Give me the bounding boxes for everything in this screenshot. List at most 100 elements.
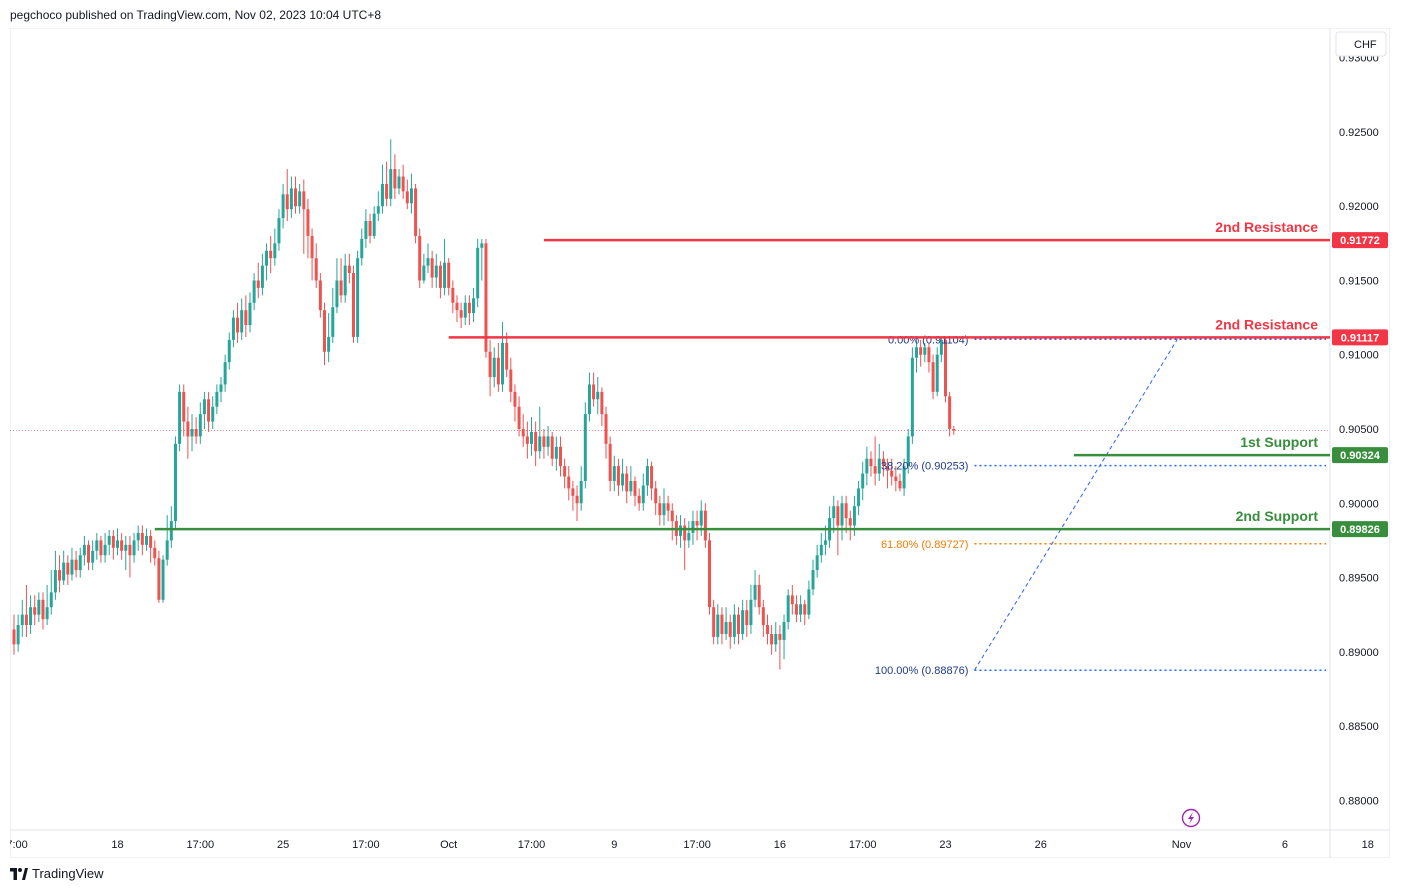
level-price-label: 0.91117 — [1341, 332, 1380, 344]
candle-body — [393, 169, 397, 189]
candle-body — [915, 347, 919, 358]
fib-level-label: 61.80% (0.89727) — [881, 539, 968, 551]
currency-badge[interactable]: CHF — [1335, 31, 1387, 57]
time-tick-label: 18 — [111, 839, 123, 851]
price-tick-label: 0.88000 — [1339, 795, 1379, 807]
candle-body — [873, 466, 877, 474]
candle-body — [256, 280, 260, 288]
candle-body — [451, 287, 455, 303]
price-tick-label: 0.89500 — [1339, 573, 1379, 585]
candle-body — [770, 633, 774, 645]
candle-body — [472, 298, 476, 314]
candle-body — [306, 209, 310, 236]
candle-body — [765, 625, 769, 634]
candle-body — [952, 429, 956, 431]
candle-body — [78, 555, 82, 571]
candle-body — [128, 544, 132, 556]
candle-body — [948, 396, 952, 429]
candle-body — [612, 466, 616, 481]
candle-body — [244, 310, 248, 326]
price-chart[interactable]: 0.00% (0.91104) 38.20% (0.90253) 61.80% (0… — [0, 27, 1391, 859]
candle-body — [12, 629, 16, 645]
candle-body — [372, 213, 376, 236]
candle-body — [103, 544, 107, 556]
lightning-icon[interactable] — [1181, 808, 1201, 828]
footer-brand: TradingView — [10, 866, 104, 881]
candle-body — [277, 218, 281, 244]
fib-trend-line — [974, 339, 1178, 671]
candle-body — [74, 559, 78, 571]
candle-body — [182, 391, 186, 422]
level-name: 2nd Support — [1236, 508, 1319, 524]
candle-body — [248, 302, 252, 326]
time-tick-label: 9 — [611, 839, 617, 851]
chart-svg[interactable]: 0.00% (0.91104) 38.20% (0.90253) 61.80% (0… — [0, 27, 1391, 859]
candle-body — [194, 429, 198, 437]
candle-body — [894, 476, 898, 481]
candle-body — [418, 235, 422, 281]
candle-body — [753, 584, 757, 600]
candle-body — [165, 540, 169, 560]
candle-body — [265, 250, 269, 266]
candle-body — [658, 503, 662, 516]
candle-body — [426, 258, 430, 266]
candle-body — [91, 550, 95, 563]
candle-body — [679, 525, 683, 536]
candle-body — [542, 436, 546, 447]
candle-body — [219, 384, 223, 392]
price-tick-label: 0.90500 — [1339, 424, 1379, 436]
candle-body — [409, 188, 413, 204]
candle-body — [95, 540, 99, 551]
candle-body — [724, 622, 728, 634]
candle-body — [87, 544, 91, 563]
candle-body — [720, 614, 724, 634]
candle-body — [645, 466, 649, 486]
price-axis[interactable]: 0.930000.925000.920000.915000.910000.905… — [1339, 53, 1379, 808]
candle-body — [414, 188, 418, 236]
candle-body — [443, 262, 447, 288]
candle-body — [447, 262, 451, 288]
candle-body — [323, 310, 326, 352]
candle-body — [695, 521, 699, 526]
candle-body — [691, 521, 695, 533]
candle-body — [169, 521, 173, 541]
candle-body — [99, 540, 103, 556]
candle-body — [20, 614, 24, 626]
candle-body — [364, 221, 368, 239]
candle-body — [310, 235, 314, 259]
time-tick-label: 18 — [1362, 839, 1374, 851]
candle-body — [37, 599, 41, 615]
candle-body — [774, 633, 778, 645]
candle-body — [592, 384, 596, 400]
candle-body — [302, 191, 306, 210]
candle-body — [550, 436, 554, 459]
candle-body — [231, 317, 235, 340]
time-tick-label: 16 — [774, 839, 786, 851]
candle-body — [939, 339, 943, 355]
candle-body — [844, 503, 848, 519]
candle-body — [463, 302, 467, 318]
candle-body — [790, 595, 794, 605]
candle-body — [385, 183, 389, 199]
candle-body — [405, 191, 409, 204]
candle-body — [16, 625, 20, 645]
time-axis[interactable]: 17:00 18 17:00 25 17:00 Oct 17:00 9 17:00 16 17:00… — [0, 839, 1374, 851]
candle-body — [496, 357, 500, 385]
candle-body — [252, 280, 256, 303]
candle-body — [596, 391, 600, 400]
time-tick-label: 17:00 — [187, 839, 215, 851]
candle-body — [811, 570, 815, 590]
candle-body — [517, 406, 521, 429]
candle-body — [467, 302, 471, 314]
candle-body — [339, 280, 343, 296]
level-price-tag — [1332, 232, 1388, 249]
candle-body — [111, 535, 115, 548]
candle-body — [728, 622, 732, 637]
candle-body — [890, 470, 894, 477]
levels-layer: 2nd Resistance 0.91772 2nd Resistance 0.911… — [154, 219, 1388, 538]
candle-body — [120, 540, 124, 551]
fib-level-label: 0.00% (0.91104) — [888, 334, 969, 346]
price-tick-label: 0.90000 — [1339, 498, 1379, 510]
candle-body — [132, 540, 136, 556]
candle-body — [318, 280, 322, 311]
